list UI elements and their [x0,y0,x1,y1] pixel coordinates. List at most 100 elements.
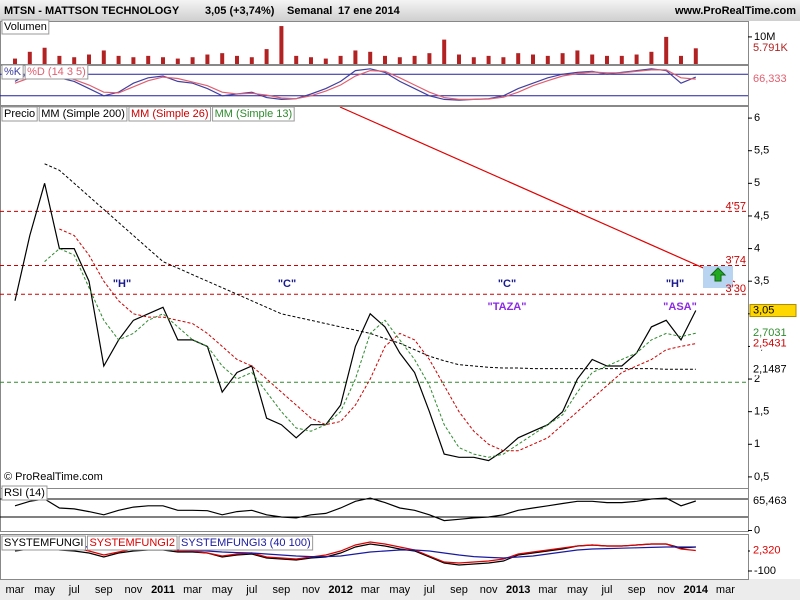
x-tick-label: nov [480,584,498,596]
legend-box [212,106,295,122]
y-tick-label: 2 [754,373,760,385]
level-label: 3'30 [726,283,746,295]
volume-bar [161,57,165,64]
volume-bar [412,55,417,64]
series-line [44,248,696,458]
legend-box [1,485,48,501]
legend-label: Volumen [4,21,47,33]
volume-bar [131,57,136,64]
series-line [59,228,696,452]
annotation: "H" [113,278,131,290]
copyright: © ProRealTime.com [4,471,103,483]
volume-bar [605,55,609,64]
legend-label: SYSTEMFUNGI [4,537,83,549]
volume-bar [575,50,580,64]
y-tick-label: 10M [754,31,775,43]
legend-box [24,64,89,80]
x-axis-bar [0,579,800,600]
legend-label: %K [4,66,22,78]
last-value-box [750,363,796,376]
x-tick-label: may [567,584,588,596]
volume-bar [264,49,269,64]
volume-bar [338,55,343,64]
x-tick-label: may [389,584,410,596]
volume-bar [323,58,328,64]
volume-bar [101,50,106,64]
x-tick-label: nov [125,584,143,596]
volume-bar [693,48,698,64]
y-tick-label: 0 [754,524,760,536]
last-value-label: 2,7031 [753,327,787,339]
last-value-label: 65,463 [753,495,787,507]
x-tick-label: sep [273,584,291,596]
legend-box [1,535,86,551]
x-tick-label: sep [450,584,468,596]
volume-bar [205,54,210,64]
volume-bar [235,55,239,64]
volume-bar [590,54,595,64]
volume-bar [175,58,180,64]
volume-bar [116,55,121,64]
volume-bar [679,55,683,64]
panel-frame [0,106,749,489]
x-tick-label: mar [538,584,557,596]
trend-line [339,106,736,283]
y-tick-label: 3,5 [754,275,769,287]
y-tick-label: 1 [754,438,760,450]
legend-box [128,106,212,122]
y-tick-label: 1,5 [754,406,769,418]
annotation: "C" [278,278,296,290]
volume-bar [279,26,284,65]
volume-bar [397,57,402,64]
last-value-label: 3,05 [753,304,774,316]
series-line [14,497,696,522]
legend-label: %D (14 3 5) [27,66,86,78]
x-tick-label: 2012 [328,584,352,596]
symbol: MTSN - MATTSON TECHNOLOGY [4,5,180,17]
x-tick-label: jul [600,584,612,596]
legend-label: MM (Simple 13) [215,108,293,120]
volume-bar [457,54,461,64]
x-tick-label: nov [302,584,320,596]
x-tick-label: mar [6,584,25,596]
volume-bar [220,53,225,64]
legend-box [178,535,314,551]
period: Semanal [287,5,332,17]
volume-bar [664,36,669,64]
legend-box [86,535,178,551]
x-tick-label: 2013 [506,584,530,596]
volume-bar [146,55,151,64]
last-value-box [750,337,796,350]
annotation: "TAZA" [488,301,527,313]
y-tick-label: 0,5 [754,471,769,483]
legend-label: SYSTEMFUNGI2 [89,537,175,549]
volume-bar [57,55,62,64]
level-label: 4'57 [726,200,746,212]
last-value-box [750,73,796,86]
volume-bar [501,57,506,64]
volume-bar [13,58,17,64]
date: 17 ene 2014 [338,5,401,17]
volume-bar [427,53,432,64]
series-line [14,183,697,462]
volume-bar [383,55,387,64]
panel-frame [0,534,749,580]
x-tick-label: 2011 [151,584,175,596]
x-tick-label: may [34,584,55,596]
y-axis-area [748,21,800,579]
legend-label: RSI (14) [4,487,45,499]
volume-bar [649,51,654,64]
series-line [44,163,696,370]
legend-label: MM (Simple 26) [131,108,209,120]
last-value-label: 5.791K [753,42,789,54]
y-tick-label: -100 [754,565,776,577]
volume-bar [634,54,639,64]
last-value-label: 2,1487 [753,363,787,375]
volume-bar [471,57,476,64]
last-value-label: 2,320 [753,544,781,556]
volume-bar [249,57,254,64]
last-value-box [750,327,796,340]
legend-box [1,19,50,35]
volume-bar [87,54,91,64]
series-line [14,68,697,101]
